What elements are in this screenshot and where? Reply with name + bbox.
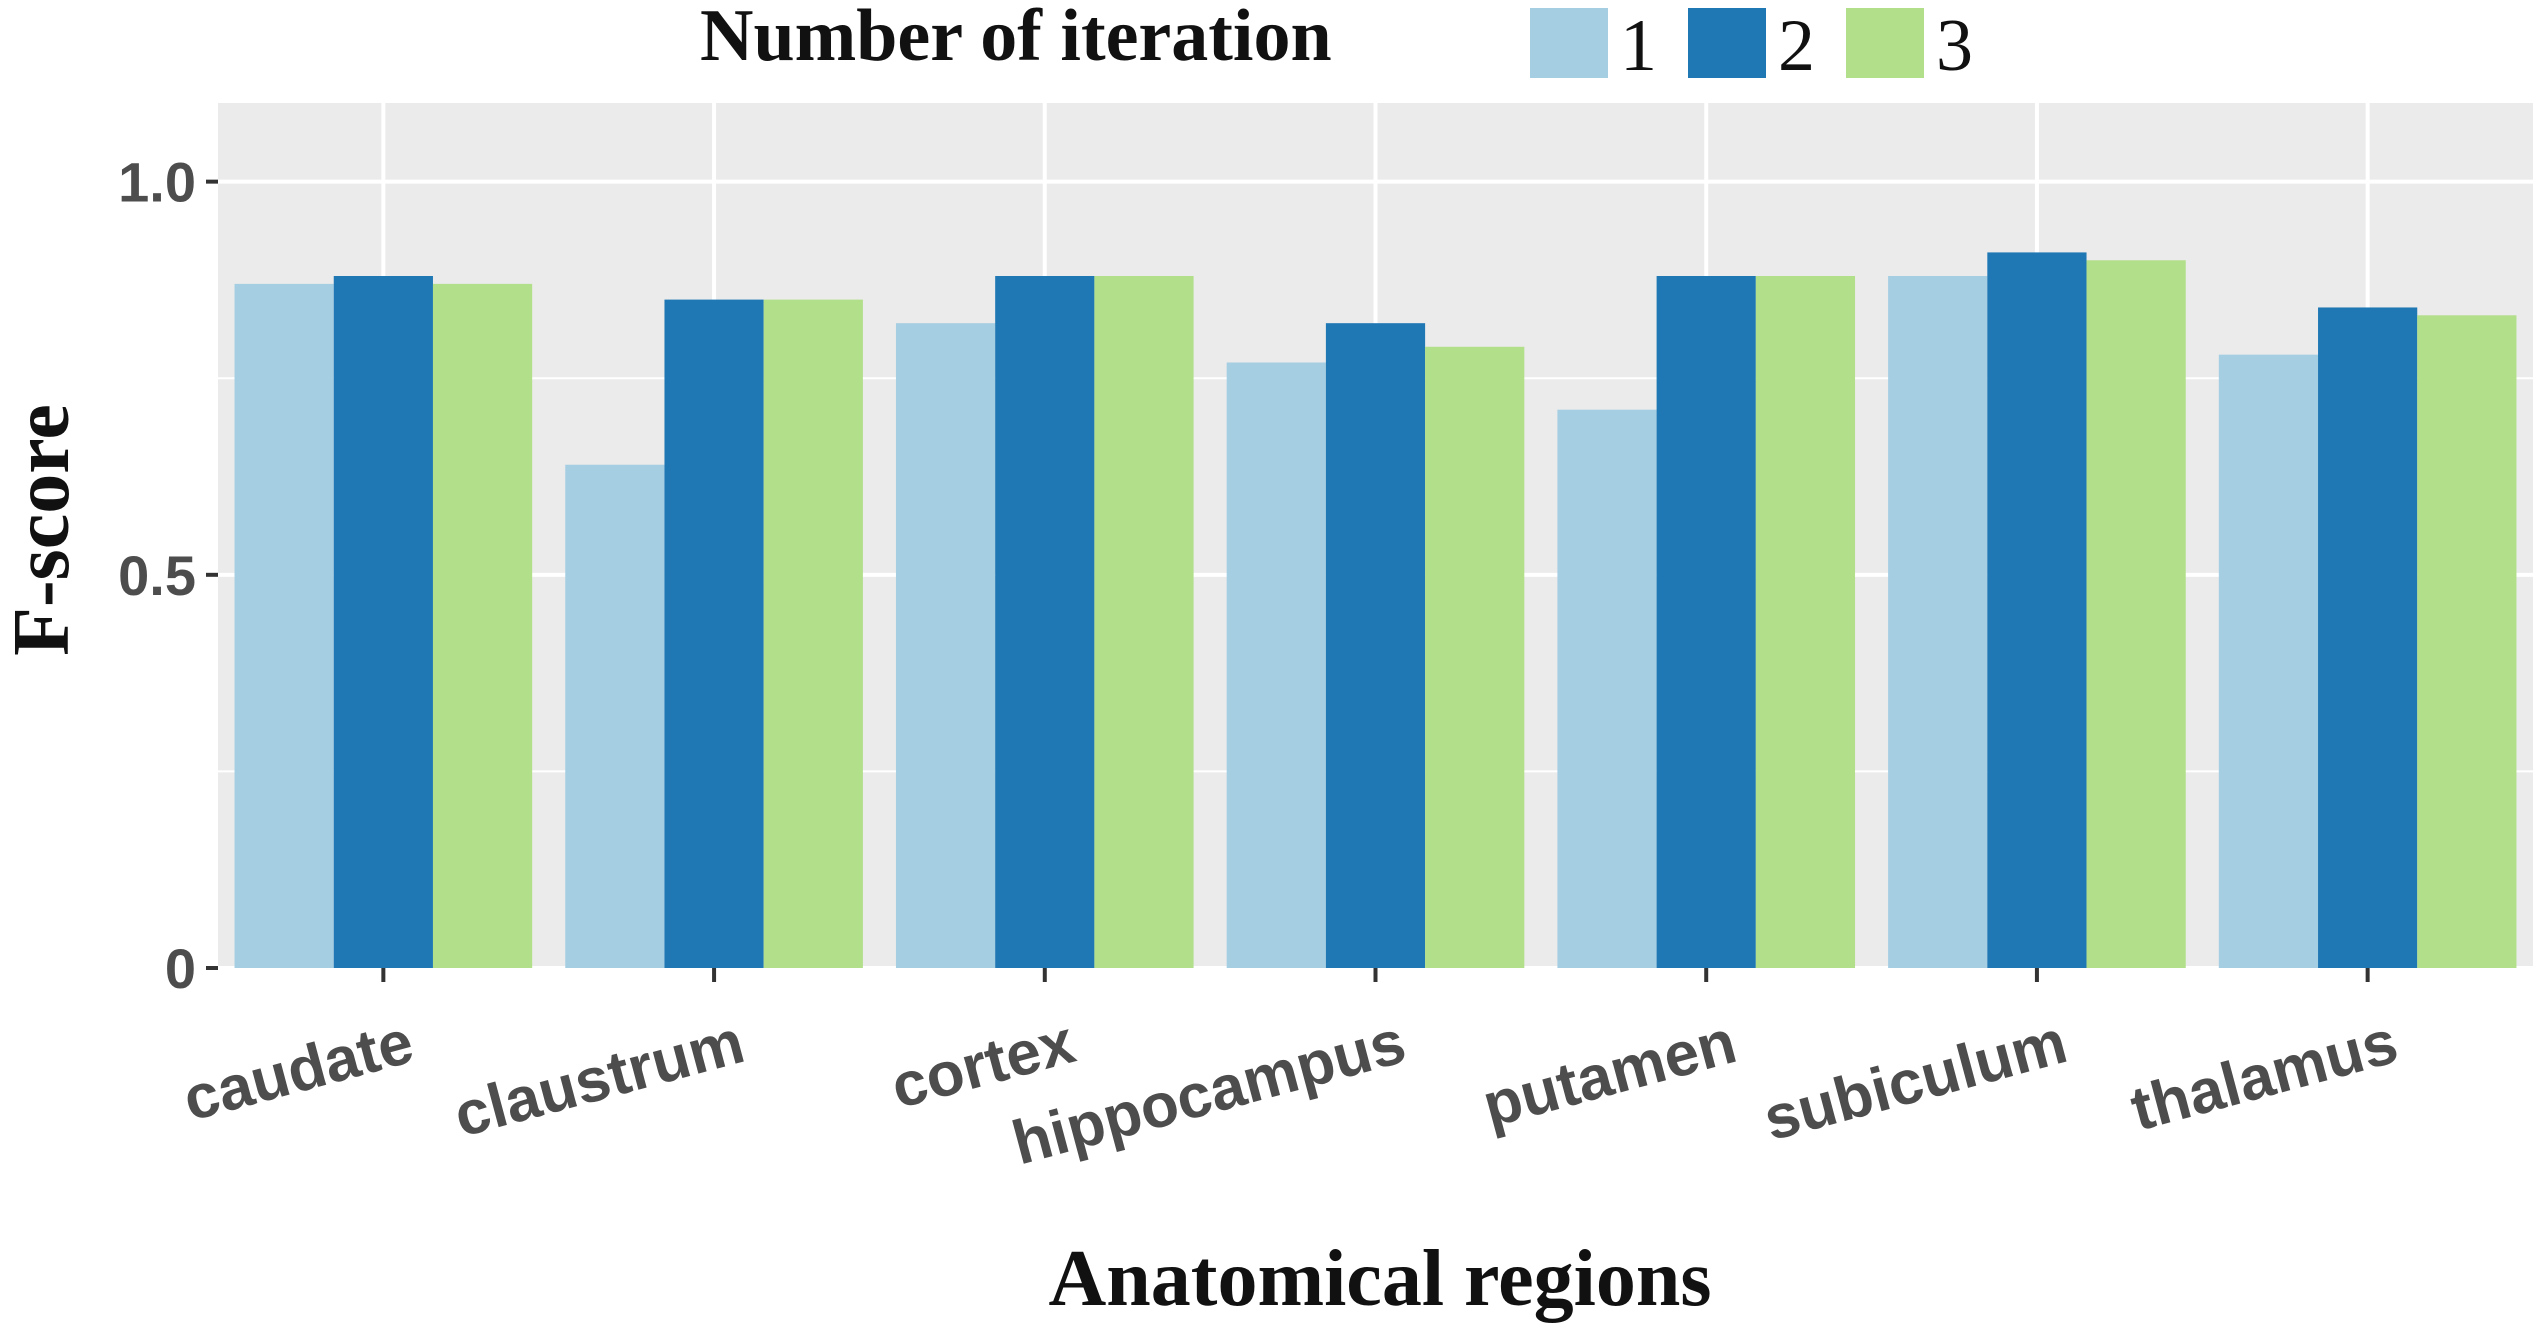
bar: [1755, 276, 1856, 968]
x-tick-label: thalamus: [2124, 1007, 2405, 1144]
x-tick-label: putamen: [1476, 1007, 1743, 1141]
y-axis-title: F-score: [0, 404, 86, 656]
bar: [2218, 354, 2319, 968]
y-tick-label: 0.5: [118, 544, 196, 607]
legend-title: Number of iteration: [700, 0, 1332, 77]
bar: [1888, 276, 1988, 968]
legend-swatch: [1688, 8, 1766, 78]
legend-swatch: [1846, 8, 1924, 78]
y-axis-ticks: 0 0.5 1.0: [118, 151, 218, 1000]
y-tick-label: 0: [165, 937, 196, 1000]
legend-items: 1 2 3: [1530, 5, 1973, 87]
x-tick-label: caudate: [176, 1007, 420, 1134]
x-axis-title: Anatomical regions: [1049, 1235, 1712, 1323]
bar: [234, 283, 334, 968]
bar: [1656, 276, 1756, 968]
x-tick-label: subiculum: [1757, 1007, 2074, 1154]
bar: [1987, 252, 2087, 969]
bar: [895, 323, 996, 968]
bar: [565, 464, 665, 968]
bar: [1094, 276, 1194, 968]
bar: [432, 283, 533, 968]
bar: [1557, 409, 1657, 968]
legend-swatch: [1530, 8, 1608, 78]
bar: [2417, 315, 2517, 968]
bar: [333, 276, 433, 968]
bar: [763, 299, 863, 968]
bar: [995, 276, 1095, 968]
legend-label: 2: [1778, 5, 1815, 87]
bars: [234, 252, 2517, 969]
y-tick-label: 1.0: [118, 151, 196, 214]
legend: Number of iteration 1 2 3: [700, 0, 1973, 87]
bar: [1325, 323, 1426, 968]
bar: [2318, 307, 2418, 968]
legend-label: 1: [1620, 5, 1657, 87]
bar: [664, 299, 764, 968]
bar: [2086, 260, 2186, 969]
x-tick-label: claustrum: [447, 1007, 751, 1150]
legend-label: 3: [1936, 5, 1973, 87]
bar: [1425, 346, 1525, 969]
bar: [1226, 362, 1326, 968]
